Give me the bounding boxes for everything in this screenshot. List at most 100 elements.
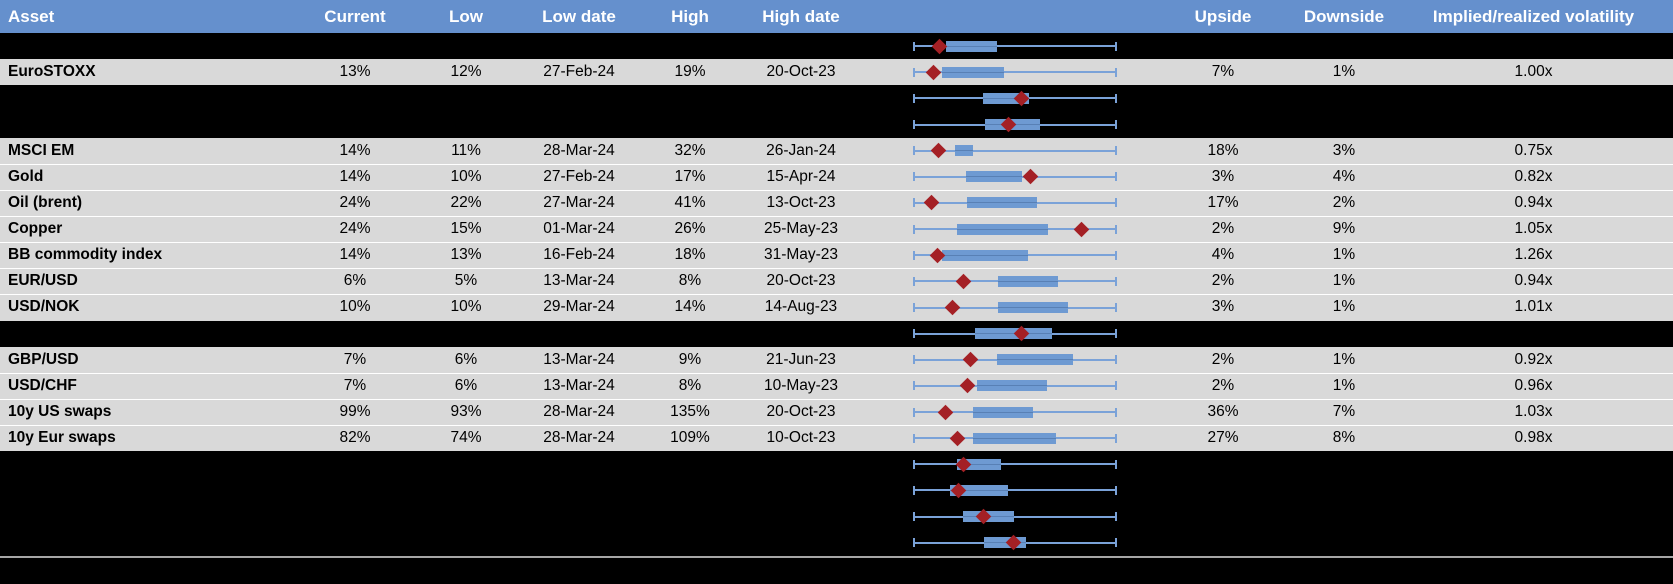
cell-impl[interactable]: 0.75x [1514, 141, 1553, 159]
cell-impl[interactable]: 1.01x [1514, 298, 1553, 316]
cell-low[interactable]: 13% [450, 246, 482, 264]
cell-low[interactable]: 10% [450, 167, 482, 185]
cell-high[interactable]: 14% [674, 298, 706, 316]
cell-low[interactable]: 93% [450, 403, 482, 421]
cell-high[interactable]: 135% [670, 403, 710, 421]
cell-high_date[interactable]: 15-Apr-24 [766, 167, 836, 185]
cell-asset[interactable]: USD/NOK [8, 298, 80, 316]
column-header-low-date[interactable]: Low date [542, 6, 616, 26]
cell-impl[interactable]: 0.82x [1514, 167, 1553, 185]
cell-low[interactable]: 15% [450, 220, 482, 238]
cell-impl[interactable]: 1.03x [1514, 403, 1553, 421]
cell-high[interactable]: 9% [678, 350, 702, 368]
cell-high_date[interactable]: 20-Oct-23 [766, 63, 836, 81]
cell-upside[interactable]: 17% [1207, 193, 1239, 211]
column-header-high[interactable]: High [671, 6, 709, 26]
cell-current[interactable]: 14% [339, 246, 371, 264]
cell-high_date[interactable]: 20-Oct-23 [766, 272, 836, 290]
cell-asset[interactable]: EUR/USD [8, 272, 78, 290]
cell-downside[interactable]: 1% [1332, 63, 1356, 81]
column-header-asset[interactable]: Asset [8, 6, 55, 26]
cell-asset[interactable]: EuroSTOXX [8, 63, 96, 81]
cell-downside[interactable]: 1% [1332, 246, 1356, 264]
cell-current[interactable]: 13% [339, 63, 371, 81]
column-header-upside[interactable]: Upside [1194, 6, 1252, 26]
cell-downside[interactable]: 7% [1332, 403, 1356, 421]
column-header-high-date[interactable]: High date [762, 6, 840, 26]
cell-asset[interactable]: 10y US swaps [8, 403, 112, 421]
cell-upside[interactable]: 18% [1207, 141, 1239, 159]
cell-current[interactable]: 14% [339, 167, 371, 185]
cell-high[interactable]: 32% [674, 141, 706, 159]
cell-low_date[interactable]: 28-Mar-24 [543, 403, 615, 421]
cell-upside[interactable]: 27% [1207, 429, 1239, 447]
cell-asset[interactable]: BB commodity index [8, 246, 163, 264]
cell-high[interactable]: 8% [678, 376, 702, 394]
cell-high_date[interactable]: 10-May-23 [763, 376, 839, 394]
column-header-downside[interactable]: Downside [1303, 6, 1385, 26]
cell-downside[interactable]: 3% [1332, 141, 1356, 159]
cell-upside[interactable]: 2% [1211, 272, 1235, 290]
cell-current[interactable]: 14% [339, 141, 371, 159]
cell-low_date[interactable]: 13-Mar-24 [543, 376, 615, 394]
cell-low_date[interactable]: 13-Mar-24 [543, 350, 615, 368]
cell-impl[interactable]: 1.00x [1514, 63, 1553, 81]
cell-high_date[interactable]: 25-May-23 [763, 220, 839, 238]
cell-impl[interactable]: 0.96x [1514, 376, 1553, 394]
cell-current[interactable]: 99% [339, 403, 371, 421]
cell-asset[interactable]: MSCI EM [8, 141, 75, 159]
cell-low_date[interactable]: 29-Mar-24 [543, 298, 615, 316]
cell-asset[interactable]: Oil (brent) [8, 193, 83, 211]
cell-low[interactable]: 11% [451, 141, 481, 159]
cell-high_date[interactable]: 13-Oct-23 [766, 193, 836, 211]
cell-high_date[interactable]: 10-Oct-23 [766, 429, 836, 447]
cell-low_date[interactable]: 01-Mar-24 [543, 220, 615, 238]
cell-upside[interactable]: 3% [1211, 298, 1235, 316]
cell-upside[interactable]: 2% [1211, 350, 1235, 368]
cell-low[interactable]: 74% [450, 429, 482, 447]
cell-downside[interactable]: 4% [1332, 167, 1356, 185]
cell-upside[interactable]: 4% [1211, 246, 1235, 264]
cell-high_date[interactable]: 21-Jun-23 [766, 350, 836, 368]
cell-low_date[interactable]: 27-Feb-24 [543, 63, 615, 81]
cell-high_date[interactable]: 26-Jan-24 [766, 141, 836, 159]
cell-high[interactable]: 19% [674, 63, 706, 81]
cell-impl[interactable]: 0.94x [1514, 272, 1553, 290]
cell-asset[interactable]: 10y Eur swaps [8, 429, 116, 447]
cell-low_date[interactable]: 28-Mar-24 [543, 141, 615, 159]
cell-current[interactable]: 82% [339, 429, 371, 447]
cell-impl[interactable]: 0.94x [1514, 193, 1553, 211]
cell-downside[interactable]: 1% [1332, 376, 1356, 394]
cell-low[interactable]: 22% [450, 193, 482, 211]
cell-downside[interactable]: 1% [1332, 350, 1356, 368]
cell-upside[interactable]: 2% [1211, 376, 1235, 394]
cell-low_date[interactable]: 28-Mar-24 [543, 429, 615, 447]
cell-low[interactable]: 6% [454, 376, 478, 394]
cell-impl[interactable]: 1.26x [1514, 246, 1553, 264]
cell-high[interactable]: 41% [674, 193, 706, 211]
cell-impl[interactable]: 0.98x [1514, 429, 1553, 447]
cell-high[interactable]: 8% [678, 272, 702, 290]
cell-asset[interactable]: USD/CHF [8, 376, 77, 394]
cell-asset[interactable]: Copper [8, 220, 63, 238]
cell-downside[interactable]: 8% [1332, 429, 1356, 447]
cell-high[interactable]: 109% [670, 429, 710, 447]
cell-downside[interactable]: 1% [1332, 298, 1356, 316]
cell-high_date[interactable]: 31-May-23 [763, 246, 839, 264]
cell-downside[interactable]: 1% [1332, 272, 1356, 290]
column-header-current[interactable]: Current [324, 6, 386, 26]
cell-high[interactable]: 18% [674, 246, 706, 264]
cell-high_date[interactable]: 20-Oct-23 [766, 403, 836, 421]
cell-current[interactable]: 24% [339, 193, 371, 211]
cell-low_date[interactable]: 27-Mar-24 [543, 193, 615, 211]
cell-low[interactable]: 10% [450, 298, 482, 316]
cell-upside[interactable]: 36% [1207, 403, 1239, 421]
cell-current[interactable]: 7% [343, 350, 367, 368]
cell-high_date[interactable]: 14-Aug-23 [764, 298, 838, 316]
cell-upside[interactable]: 7% [1211, 63, 1235, 81]
column-header-low[interactable]: Low [449, 6, 483, 26]
cell-downside[interactable]: 9% [1332, 220, 1356, 238]
cell-asset[interactable]: GBP/USD [8, 350, 79, 368]
cell-low_date[interactable]: 13-Mar-24 [543, 272, 615, 290]
cell-low_date[interactable]: 27-Feb-24 [543, 167, 615, 185]
